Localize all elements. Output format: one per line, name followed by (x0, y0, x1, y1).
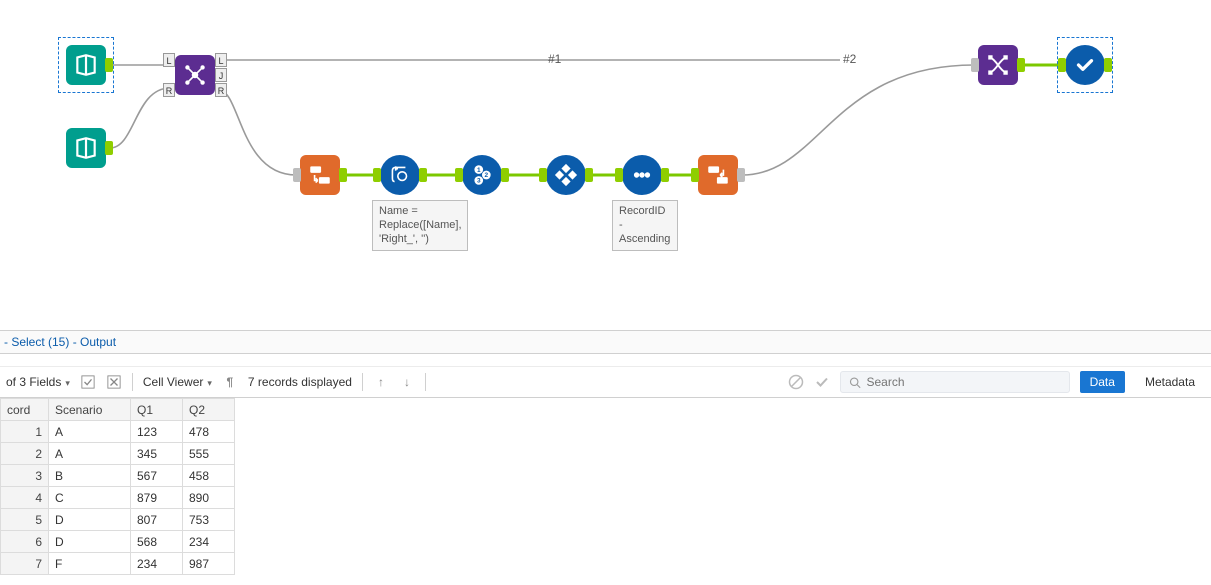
cell: 6 (1, 531, 49, 553)
join-anchor-br: R (215, 83, 227, 97)
cell: 807 (131, 509, 183, 531)
sort-asc-icon[interactable]: ↑ (373, 374, 389, 390)
sort-desc-icon[interactable]: ↓ (399, 374, 415, 390)
search-icon (849, 376, 861, 389)
input-tool-1[interactable] (66, 45, 106, 85)
select-tool[interactable] (978, 45, 1018, 85)
table-row[interactable]: 4C879890 (1, 487, 235, 509)
edge-label-2: #2 (843, 52, 856, 66)
search-box[interactable] (840, 371, 1070, 393)
results-toolbar: of 3 Fields▾ Cell Viewer▾ ¶ 7 records di… (0, 366, 1211, 398)
cell: 478 (183, 421, 235, 443)
no-entry-icon[interactable] (788, 374, 804, 390)
tab-metadata[interactable]: Metadata (1135, 371, 1205, 393)
crosstab-tool[interactable] (698, 155, 738, 195)
cell: 879 (131, 487, 183, 509)
table-row[interactable]: 7F234987 (1, 553, 235, 575)
cell: 568 (131, 531, 183, 553)
cell-viewer-dropdown[interactable]: Cell Viewer▾ (143, 375, 212, 389)
sort-tool[interactable] (622, 155, 662, 195)
tab-data[interactable]: Data (1080, 371, 1125, 393)
table-row[interactable]: 2A345555 (1, 443, 235, 465)
svg-text:2: 2 (485, 172, 489, 179)
cell: 555 (183, 443, 235, 465)
cell: 345 (131, 443, 183, 465)
workflow-canvas[interactable]: #1 #2 L R L J R 123 (0, 0, 1211, 300)
table-row[interactable]: 6D568234 (1, 531, 235, 553)
cell: 890 (183, 487, 235, 509)
apply-icon[interactable] (814, 374, 830, 390)
col-q2[interactable]: Q2 (183, 399, 235, 421)
cell: 3 (1, 465, 49, 487)
cell: 458 (183, 465, 235, 487)
deselect-fields-icon[interactable] (106, 374, 122, 390)
cell: A (49, 421, 131, 443)
toolbar-sep-3 (425, 373, 426, 391)
svg-text:3: 3 (477, 178, 481, 185)
cell: 234 (183, 531, 235, 553)
col-cord[interactable]: cord (1, 399, 49, 421)
input-tool-2[interactable] (66, 128, 106, 168)
svg-text:1: 1 (477, 167, 481, 174)
cell: D (49, 509, 131, 531)
cell: 4 (1, 487, 49, 509)
breadcrumb-text: - Select (15) - Output (4, 335, 116, 349)
join-anchor-tl: L (163, 53, 175, 67)
search-input[interactable] (867, 375, 1061, 389)
cell: F (49, 553, 131, 575)
table-row[interactable]: 5D807753 (1, 509, 235, 531)
formula-annotation: Name = Replace([Name], 'Right_', '') (372, 200, 468, 251)
toolbar-sep-2 (362, 373, 363, 391)
transpose-tool[interactable] (300, 155, 340, 195)
recordid-tool[interactable]: 123 (462, 155, 502, 195)
results-grid[interactable]: cordScenarioQ1Q2 1A1234782A3455553B56745… (0, 398, 235, 575)
cell: 234 (131, 553, 183, 575)
cell: C (49, 487, 131, 509)
edge-label-1: #1 (548, 52, 561, 66)
formula-tool[interactable] (380, 155, 420, 195)
col-q1[interactable]: Q1 (131, 399, 183, 421)
join-anchor-bl: R (163, 83, 175, 97)
cell: D (49, 531, 131, 553)
results-breadcrumb: - Select (15) - Output (0, 330, 1211, 354)
cell: 567 (131, 465, 183, 487)
cell: A (49, 443, 131, 465)
cell: 2 (1, 443, 49, 465)
sort-annotation: RecordID - Ascending (612, 200, 678, 251)
browse-tool[interactable] (1065, 45, 1105, 85)
tile-tool[interactable] (546, 155, 586, 195)
col-scenario[interactable]: Scenario (49, 399, 131, 421)
toolbar-sep-1 (132, 373, 133, 391)
join-tool[interactable]: L R L J R (175, 55, 215, 95)
cell: 987 (183, 553, 235, 575)
table-row[interactable]: 1A123478 (1, 421, 235, 443)
join-anchor-mr: J (215, 68, 227, 82)
cell: 123 (131, 421, 183, 443)
connections-layer (0, 0, 1211, 300)
paragraph-icon[interactable]: ¶ (222, 374, 238, 390)
join-anchor-tr: L (215, 53, 227, 67)
fields-dropdown[interactable]: of 3 Fields▾ (6, 375, 70, 389)
cell: 5 (1, 509, 49, 531)
cell: 7 (1, 553, 49, 575)
cell: 1 (1, 421, 49, 443)
cell: B (49, 465, 131, 487)
table-row[interactable]: 3B567458 (1, 465, 235, 487)
cell: 753 (183, 509, 235, 531)
records-count-text: 7 records displayed (248, 375, 352, 389)
select-fields-icon[interactable] (80, 374, 96, 390)
